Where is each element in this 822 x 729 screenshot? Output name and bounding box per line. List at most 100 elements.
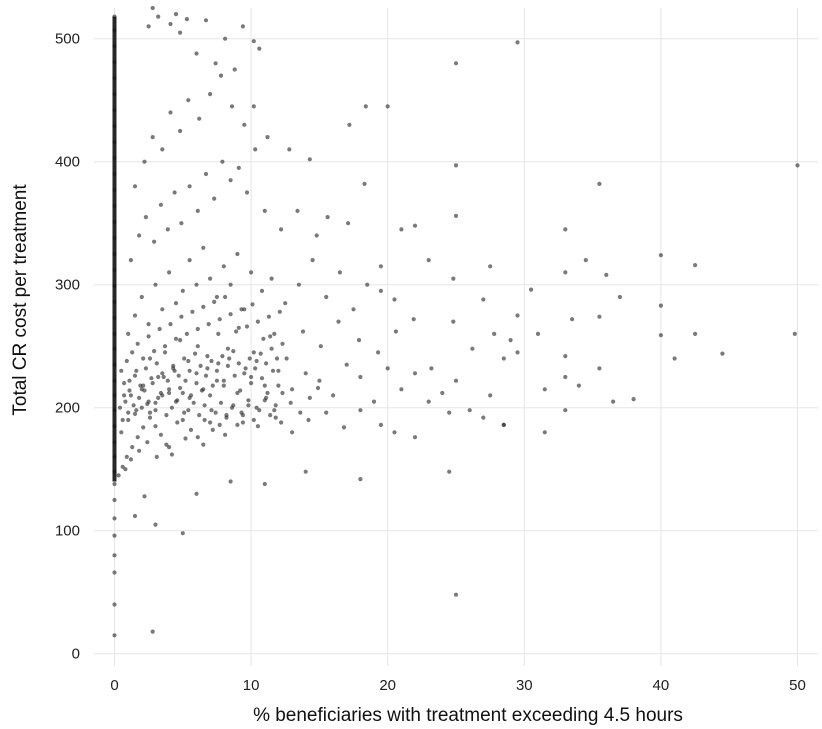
data-point xyxy=(217,317,222,322)
data-point xyxy=(262,208,267,213)
data-point xyxy=(152,349,157,354)
data-point xyxy=(251,417,256,423)
data-point xyxy=(255,319,260,324)
data-point xyxy=(153,408,158,413)
data-point xyxy=(147,415,153,420)
data-point xyxy=(287,147,292,152)
data-point xyxy=(112,553,117,558)
data-point xyxy=(167,445,172,450)
data-point xyxy=(631,397,636,402)
data-point xyxy=(172,368,177,373)
data-point xyxy=(139,294,144,300)
data-point xyxy=(253,366,258,371)
data-point xyxy=(208,393,213,398)
data-point xyxy=(693,331,698,336)
data-point xyxy=(195,208,200,213)
data-point xyxy=(112,497,117,503)
data-point xyxy=(238,388,243,393)
data-point xyxy=(210,427,215,432)
data-point xyxy=(240,413,245,418)
data-point xyxy=(365,282,370,287)
data-point xyxy=(153,282,158,287)
data-point xyxy=(259,376,265,381)
data-point xyxy=(141,425,146,430)
data-point xyxy=(246,403,251,408)
data-point xyxy=(447,410,452,415)
data-point xyxy=(501,356,506,361)
data-point xyxy=(167,390,172,396)
data-point xyxy=(201,304,206,309)
data-point xyxy=(266,314,271,319)
data-point xyxy=(180,531,185,536)
data-point xyxy=(178,338,183,343)
data-point xyxy=(138,383,143,388)
data-point xyxy=(542,387,547,392)
data-point xyxy=(470,346,475,351)
data-point xyxy=(178,30,183,35)
data-point xyxy=(451,276,456,281)
data-point xyxy=(378,288,383,293)
data-point xyxy=(209,358,214,364)
data-point xyxy=(186,408,191,413)
data-point xyxy=(208,420,213,425)
data-point xyxy=(199,388,204,393)
data-point xyxy=(137,448,142,453)
data-point xyxy=(124,358,129,364)
data-point xyxy=(132,373,138,378)
data-point xyxy=(280,341,285,346)
data-point xyxy=(205,366,210,371)
data-point xyxy=(153,522,158,527)
data-point xyxy=(337,270,342,275)
data-point xyxy=(164,413,169,418)
data-point xyxy=(481,415,486,420)
data-point xyxy=(213,410,218,415)
data-point xyxy=(251,104,256,109)
data-point xyxy=(182,356,187,361)
data-point xyxy=(210,383,215,388)
data-point xyxy=(225,346,230,351)
data-point xyxy=(488,393,493,398)
data-point xyxy=(154,454,159,459)
data-point xyxy=(208,92,213,97)
data-point xyxy=(258,351,263,356)
data-point xyxy=(150,381,155,386)
data-point xyxy=(112,533,117,538)
data-point xyxy=(198,363,203,368)
data-point xyxy=(296,282,301,287)
data-point xyxy=(123,399,128,404)
data-point xyxy=(324,294,329,300)
data-point xyxy=(137,395,142,400)
data-point xyxy=(214,368,219,373)
data-point xyxy=(180,417,185,423)
data-point xyxy=(160,307,165,312)
data-point xyxy=(378,264,383,269)
data-point xyxy=(376,350,381,355)
data-point xyxy=(268,334,273,339)
data-point xyxy=(168,322,173,327)
data-point xyxy=(195,435,200,440)
data-point xyxy=(194,491,199,496)
y-axis-ticks: 0 100 200 300 400 500 xyxy=(55,31,80,663)
data-point xyxy=(203,373,209,378)
data-point xyxy=(229,405,235,410)
data-point xyxy=(232,67,237,72)
data-point xyxy=(239,307,244,312)
data-point xyxy=(202,417,207,423)
data-point xyxy=(488,264,493,269)
data-point xyxy=(481,297,486,302)
data-point xyxy=(272,331,277,336)
data-point xyxy=(240,420,245,425)
data-point xyxy=(515,313,520,318)
data-point xyxy=(188,427,194,432)
data-point xyxy=(190,309,195,314)
data-point xyxy=(223,294,228,300)
data-point xyxy=(240,24,245,29)
data-point xyxy=(132,411,138,416)
data-point xyxy=(246,398,251,403)
data-point xyxy=(122,381,127,386)
data-point xyxy=(128,258,133,263)
data-point xyxy=(146,24,151,29)
data-point xyxy=(255,424,260,429)
data-point xyxy=(295,208,300,213)
